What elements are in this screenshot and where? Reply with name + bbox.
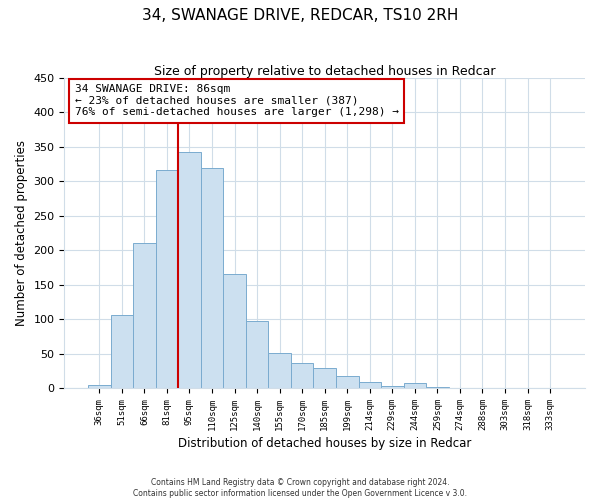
Title: Size of property relative to detached houses in Redcar: Size of property relative to detached ho… <box>154 65 496 78</box>
Bar <box>336 376 359 388</box>
Bar <box>88 384 110 388</box>
Bar <box>178 152 201 388</box>
Bar <box>313 368 336 388</box>
Bar <box>223 274 246 388</box>
Bar <box>133 244 155 388</box>
Y-axis label: Number of detached properties: Number of detached properties <box>15 140 28 326</box>
Bar <box>426 386 449 388</box>
Bar <box>201 168 223 388</box>
Bar <box>381 386 404 388</box>
Text: Contains HM Land Registry data © Crown copyright and database right 2024.
Contai: Contains HM Land Registry data © Crown c… <box>133 478 467 498</box>
Bar <box>404 384 426 388</box>
Bar <box>359 382 381 388</box>
X-axis label: Distribution of detached houses by size in Redcar: Distribution of detached houses by size … <box>178 437 472 450</box>
Bar <box>291 362 313 388</box>
Bar <box>110 315 133 388</box>
Bar <box>155 170 178 388</box>
Text: 34 SWANAGE DRIVE: 86sqm
← 23% of detached houses are smaller (387)
76% of semi-d: 34 SWANAGE DRIVE: 86sqm ← 23% of detache… <box>75 84 399 117</box>
Bar <box>246 321 268 388</box>
Bar <box>268 353 291 388</box>
Text: 34, SWANAGE DRIVE, REDCAR, TS10 2RH: 34, SWANAGE DRIVE, REDCAR, TS10 2RH <box>142 8 458 22</box>
